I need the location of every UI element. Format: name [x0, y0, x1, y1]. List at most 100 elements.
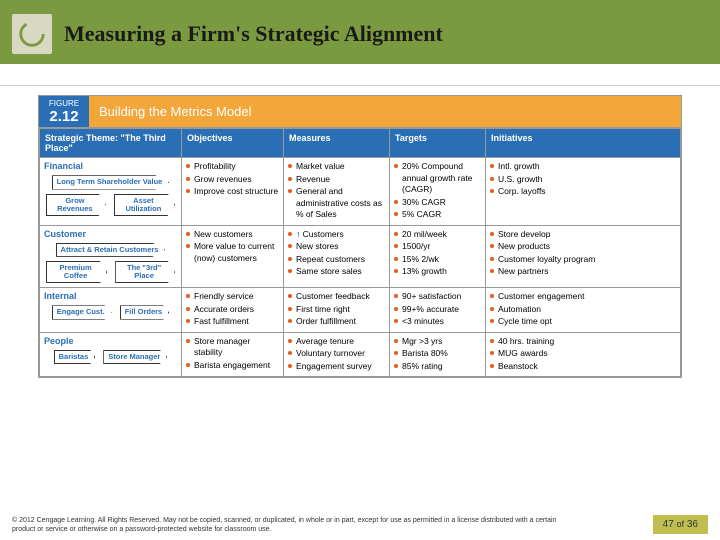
list-item: New stores	[288, 241, 385, 252]
list-item: Customer feedback	[288, 291, 385, 302]
list-item: Corp. layoffs	[490, 186, 676, 197]
list-item: MUG awards	[490, 348, 676, 359]
list-item: New customers	[186, 229, 279, 240]
arrow-box: Store Manager	[103, 350, 167, 364]
arrow-box: Long Term Shareholder Value	[52, 175, 170, 189]
table-row: Customer Attract & Retain Customers Premiu…	[40, 225, 681, 288]
table-row: Internal Engage Cust. Fill Orders Friendly …	[40, 288, 681, 332]
figure-header: FIGURE 2.12 Building the Metrics Model	[39, 96, 681, 128]
theme-boxes-row: BaristasStore Manager	[52, 349, 170, 365]
list-item: Fast fulfillment	[186, 316, 279, 327]
arrow-box: The "3rd" Place	[115, 261, 175, 284]
list-item: Voluntary turnover	[288, 348, 385, 359]
list-item: General and administrative costs as % of…	[288, 186, 385, 220]
col-initiatives: Initiatives	[486, 129, 681, 158]
list-item: 85% rating	[394, 361, 481, 372]
bullet-list: Intl. growthU.S. growthCorp. layoffs	[490, 161, 676, 197]
cell-initiatives: 40 hrs. trainingMUG awards Beanstock	[486, 332, 681, 376]
theme-boxes: BaristasStore Manager	[44, 349, 177, 365]
list-item: Order fulfillment	[288, 316, 385, 327]
arrow-box: Grow Revenues	[46, 194, 106, 217]
bullet-list: Market valueRevenueGeneral and administr…	[288, 161, 385, 220]
list-item: Barista engagement	[186, 360, 279, 371]
row-label-cell: Financial Long Term Shareholder Value Grow…	[40, 158, 182, 225]
list-item: Average tenure	[288, 336, 385, 347]
row-label: Customer	[44, 229, 177, 239]
cell-targets: 20 mil/week1500/yr15% 2/wk13% growth	[390, 225, 486, 288]
list-item: New products	[490, 241, 676, 252]
list-item: More value to current (now) customers	[186, 241, 279, 264]
page-indicator: 47 of 36	[653, 515, 708, 534]
bullet-list: ↑ CustomersNew stores Repeat customersSam…	[288, 229, 385, 278]
list-item: Store develop	[490, 229, 676, 240]
bullet-list: Customer engagement AutomationCycle time …	[490, 291, 676, 327]
page-current: 47	[663, 519, 674, 530]
list-item: Customer engagement	[490, 291, 676, 302]
arrow-box: Attract & Retain Customers	[56, 243, 166, 257]
figure-number: 2.12	[47, 109, 81, 126]
list-item: 20 mil/week	[394, 229, 481, 240]
bullet-list: Mgr >3 yrsBarista 80%85% rating	[394, 336, 481, 372]
arrow-box: Asset Utilization	[114, 194, 175, 217]
table-row: PeopleBaristasStore ManagerStore manager…	[40, 332, 681, 376]
list-item: Store manager stability	[186, 336, 279, 359]
list-item: 90+ satisfaction	[394, 291, 481, 302]
list-item: Customer loyalty program	[490, 254, 676, 265]
cell-objectives: Profitability Grow revenuesImprove cost s…	[182, 158, 284, 225]
figure-title: Building the Metrics Model	[89, 96, 261, 127]
list-item: Beanstock	[490, 361, 676, 372]
list-item: Accurate orders	[186, 304, 279, 315]
row-label-cell: Internal Engage Cust. Fill Orders	[40, 288, 182, 332]
list-item: Improve cost structure	[186, 186, 279, 197]
list-item: Profitability	[186, 161, 279, 172]
header-divider	[0, 64, 720, 86]
cell-measures: Average tenureVoluntary turnoverEngageme…	[284, 332, 390, 376]
list-item: ↑ Customers	[288, 229, 385, 240]
cell-targets: 20% Compound annual growth rate (CAGR)30…	[390, 158, 486, 225]
row-label: Internal	[44, 291, 177, 301]
bullet-list: Customer feedbackFirst time rightOrder f…	[288, 291, 385, 327]
row-label-cell: Customer Attract & Retain Customers Premiu…	[40, 225, 182, 288]
copyright-text: © 2012 Cengage Learning. All Rights Rese…	[12, 517, 572, 534]
slide-title: Measuring a Firm's Strategic Alignment	[64, 21, 443, 47]
cell-measures: Customer feedbackFirst time rightOrder f…	[284, 288, 390, 332]
arrow-box: Fill Orders	[120, 305, 170, 319]
col-objectives: Objectives	[182, 129, 284, 158]
list-item: Automation	[490, 304, 676, 315]
list-item: Revenue	[288, 174, 385, 185]
table-header-row: Strategic Theme: "The Third Place" Objec…	[40, 129, 681, 158]
bullet-list: 40 hrs. trainingMUG awards Beanstock	[490, 336, 676, 372]
row-label: Financial	[44, 161, 177, 171]
list-item: New partners	[490, 266, 676, 277]
cell-initiatives: Customer engagement AutomationCycle time …	[486, 288, 681, 332]
bullet-list: 20% Compound annual growth rate (CAGR)30…	[394, 161, 481, 220]
arrow-box: Engage Cust.	[52, 305, 112, 319]
cell-initiatives: Intl. growthU.S. growthCorp. layoffs	[486, 158, 681, 225]
list-item: <3 minutes	[394, 316, 481, 327]
content-area: FIGURE 2.12 Building the Metrics Model S…	[38, 95, 682, 488]
list-item: 40 hrs. training	[490, 336, 676, 347]
slide-footer: © 2012 Cengage Learning. All Rights Rese…	[12, 515, 708, 534]
list-item: 99+% accurate	[394, 304, 481, 315]
cell-objectives: Store manager stabilityBarista engagemen…	[182, 332, 284, 376]
bullet-list: Average tenureVoluntary turnoverEngageme…	[288, 336, 385, 372]
list-item: Same store sales	[288, 266, 385, 277]
arrow-box: Premium Coffee	[46, 261, 107, 284]
logo-icon	[12, 14, 52, 54]
page-of: of	[677, 519, 685, 529]
cell-targets: Mgr >3 yrsBarista 80%85% rating	[390, 332, 486, 376]
theme-boxes-row: Premium Coffee The "3rd" Place	[44, 260, 177, 285]
theme-boxes: Attract & Retain Customers Premium Coffee…	[44, 242, 177, 285]
list-item: Friendly service	[186, 291, 279, 302]
list-item: Cycle time opt	[490, 316, 676, 327]
list-item: 1500/yr	[394, 241, 481, 252]
list-item: Mgr >3 yrs	[394, 336, 481, 347]
bullet-list: 20 mil/week1500/yr15% 2/wk13% growth	[394, 229, 481, 278]
list-item: Repeat customers	[288, 254, 385, 265]
figure-box: FIGURE 2.12 Building the Metrics Model S…	[38, 95, 682, 378]
theme-boxes: Long Term Shareholder Value Grow Revenues…	[44, 174, 177, 217]
cell-initiatives: Store developNew products Customer loyalt…	[486, 225, 681, 288]
list-item: 13% growth	[394, 266, 481, 277]
list-item: Grow revenues	[186, 174, 279, 185]
col-targets: Targets	[390, 129, 486, 158]
